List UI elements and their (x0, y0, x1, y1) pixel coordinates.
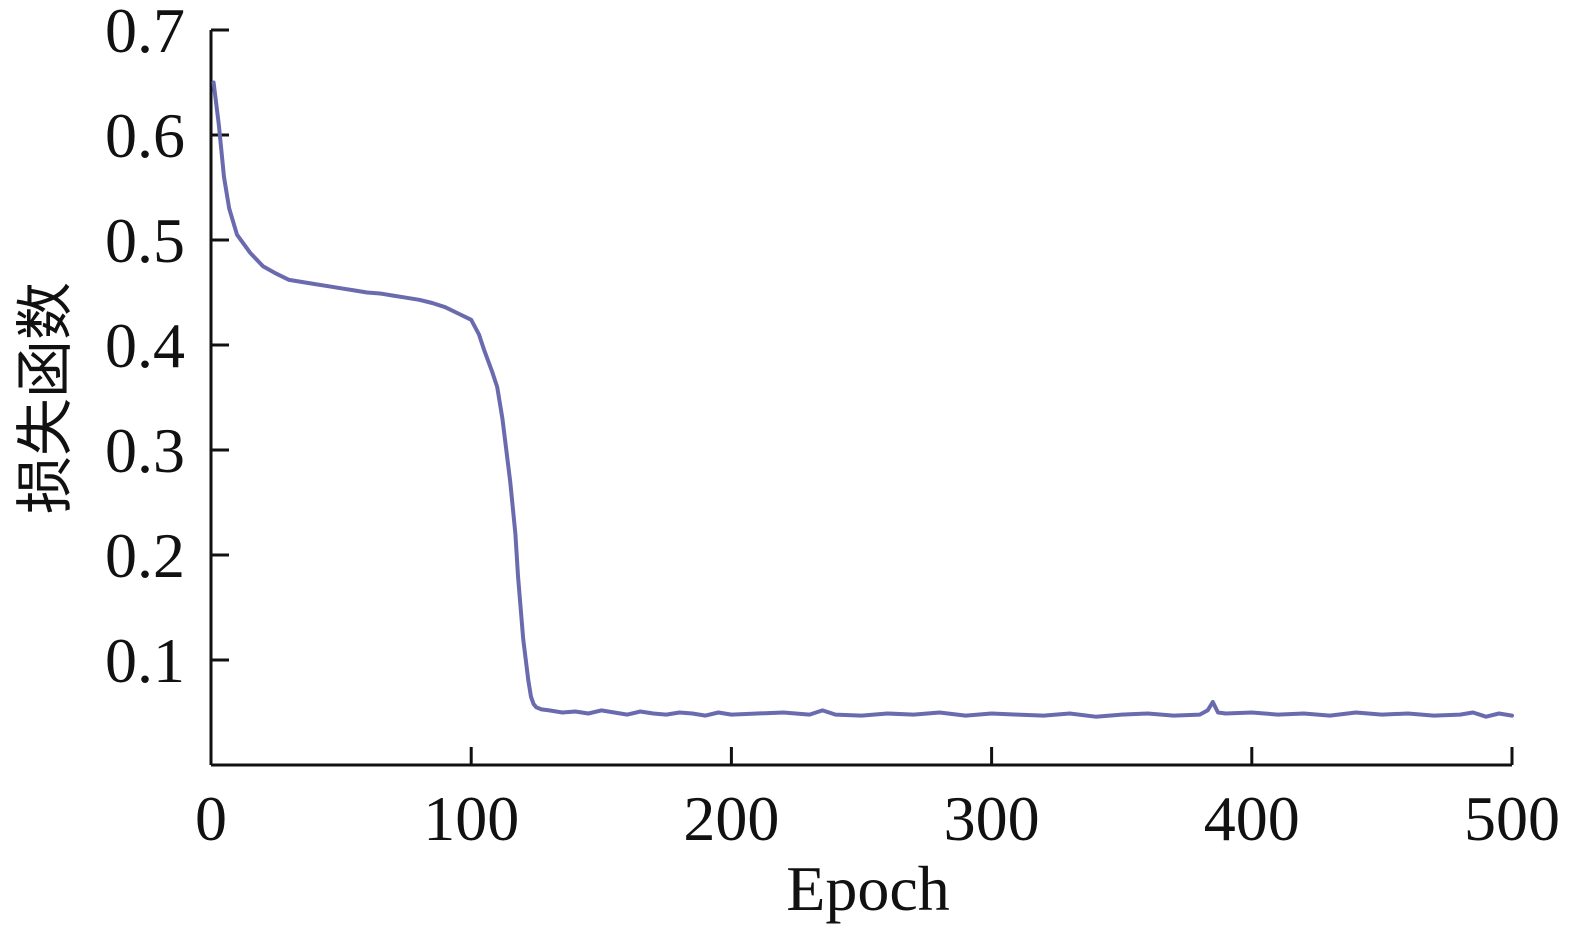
y-tick-label: 0.6 (105, 100, 185, 171)
y-axis-title: 损失函数 (11, 282, 79, 514)
x-axis-title: Epoch (786, 853, 950, 924)
y-tick-label: 0.4 (105, 310, 185, 381)
x-tick-label: 500 (1464, 783, 1560, 854)
x-axis-ticks: 0 100 200 300 400 500 (195, 747, 1560, 854)
x-tick-label: 100 (423, 783, 519, 854)
y-axis-ticks: 0.1 0.2 0.3 0.4 0.5 0.6 0.7 (105, 0, 229, 696)
y-tick-label: 0.1 (105, 625, 185, 696)
x-tick-label: 200 (683, 783, 779, 854)
y-tick-label: 0.7 (105, 0, 185, 66)
y-tick-label: 0.3 (105, 415, 185, 486)
y-tick-label: 0.5 (105, 205, 185, 276)
x-tick-label: 400 (1204, 783, 1300, 854)
x-tick-label: 0 (195, 783, 227, 854)
y-tick-label: 0.2 (105, 520, 185, 591)
chart-axes (209, 30, 1512, 767)
loss-series-line (211, 80, 1514, 719)
x-tick-label: 300 (944, 783, 1040, 854)
